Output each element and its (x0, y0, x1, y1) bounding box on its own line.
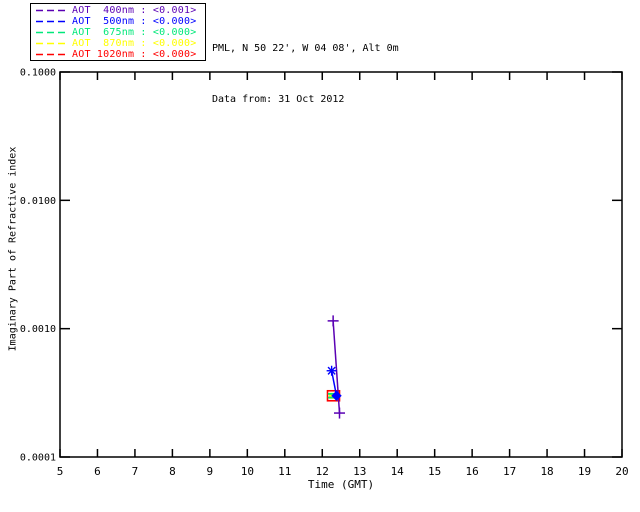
legend-item: AOT 675nm : <0.000> (35, 27, 205, 38)
data-date-text: Data from: 31 Oct 2012 (212, 94, 345, 105)
x-tick-label: 13 (353, 465, 366, 478)
legend-item-label: AOT 500nm : <0.000> (72, 16, 197, 27)
x-tick-label: 12 (316, 465, 329, 478)
x-tick-label: 17 (503, 465, 516, 478)
x-tick-label: 16 (466, 465, 479, 478)
x-tick-label: 8 (169, 465, 176, 478)
asterisk-marker (327, 366, 336, 375)
x-tick-label: 5 (57, 465, 64, 478)
legend-box: AOT 400nm : <0.001> AOT 500nm : <0.000> AO… (30, 3, 206, 61)
site-location-text: PML, N 50 22', W 04 08', Alt 0m (212, 43, 399, 54)
legend-dash-sample (36, 20, 66, 23)
legend-item-label: AOT 870nm : <0.000> (72, 38, 197, 49)
diamond-marker (331, 390, 342, 401)
x-tick-label: 15 (428, 465, 441, 478)
dash-marker (327, 392, 334, 395)
legend-item: AOT 1020nm : <0.000> (35, 49, 205, 60)
plot-header: PML, N 50 22', W 04 08', Alt 0m Data fro… (212, 6, 399, 142)
x-tick-label: 10 (241, 465, 254, 478)
y-tick-label: 0.0100 (20, 196, 56, 207)
legend-item-label: AOT 1020nm : <0.000> (72, 49, 197, 60)
dash-marker (327, 396, 334, 399)
x-tick-label: 19 (578, 465, 591, 478)
x-tick-label: 6 (94, 465, 101, 478)
y-tick-label: 0.1000 (20, 68, 56, 79)
legend-item-label: AOT 400nm : <0.001> (72, 5, 197, 16)
x-tick-label: 20 (615, 465, 628, 478)
legend-item-label: AOT 675nm : <0.000> (72, 27, 197, 38)
x-tick-label: 11 (278, 465, 291, 478)
y-tick-label: 0.0001 (20, 453, 56, 464)
legend-dash-sample (36, 42, 66, 45)
legend-item: AOT 870nm : <0.000> (35, 38, 205, 49)
legend-item: AOT 400nm : <0.001> (35, 5, 205, 16)
x-axis-title: Time (GMT) (307, 478, 375, 491)
x-tick-label: 7 (132, 465, 139, 478)
y-axis-title: Imaginary Part of Refractive index (7, 146, 19, 352)
x-tick-label: 9 (207, 465, 214, 478)
x-tick-label: 18 (540, 465, 553, 478)
legend-dash-sample (36, 53, 66, 56)
plot-frame (59, 71, 623, 458)
y-tick-label: 0.0010 (20, 324, 56, 335)
x-tick-label: 14 (391, 465, 405, 478)
legend-dash-sample (36, 9, 66, 12)
legend-item: AOT 500nm : <0.000> (35, 16, 205, 27)
legend-dash-sample (36, 31, 66, 34)
